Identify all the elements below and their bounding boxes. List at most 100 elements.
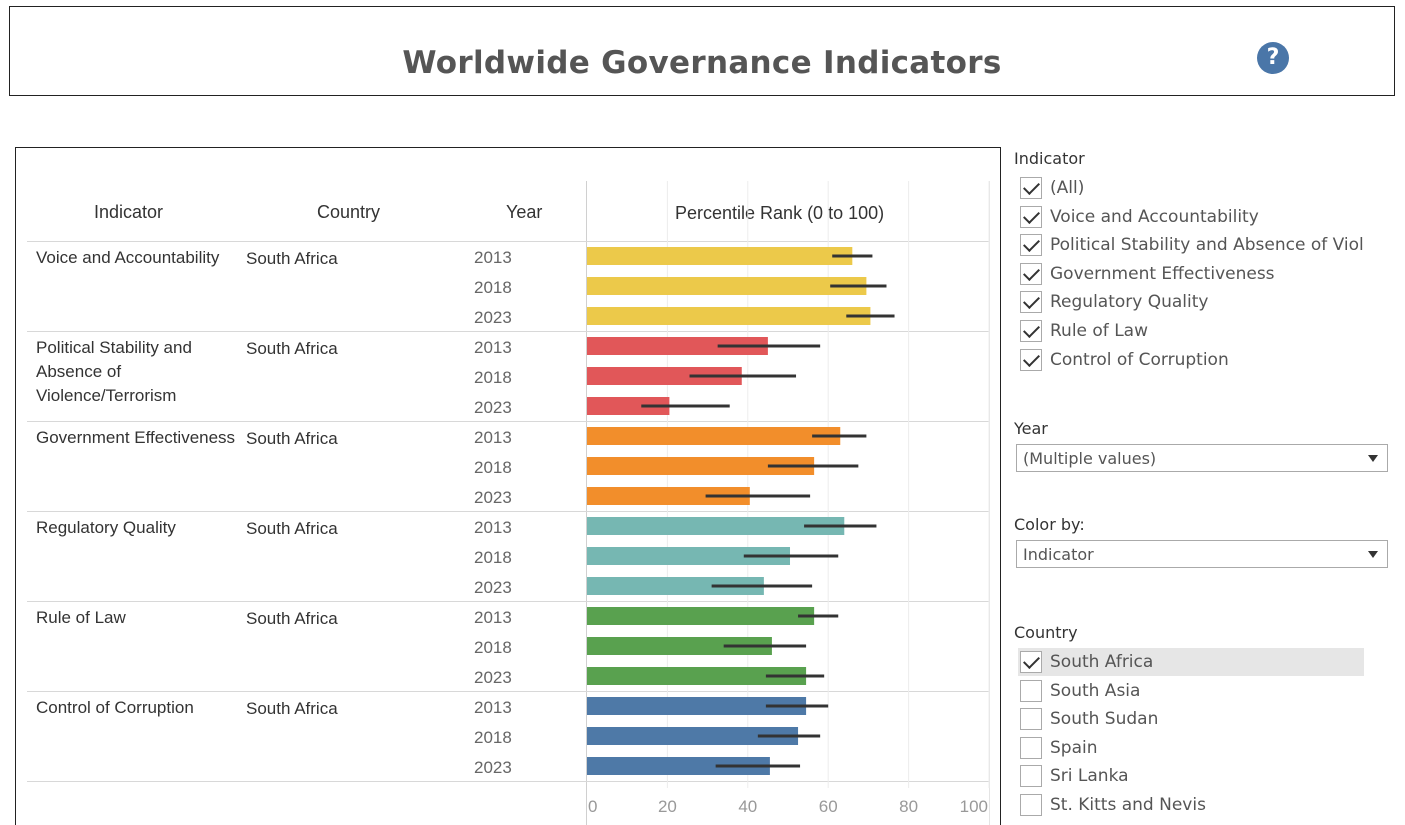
checkbox-checked-icon[interactable] xyxy=(1020,262,1042,285)
year-cell: 2013 xyxy=(474,608,512,627)
row-divider xyxy=(27,601,989,602)
checkbox-checked-icon[interactable] xyxy=(1020,320,1042,342)
bar xyxy=(587,727,799,745)
color-by-label: Color by: xyxy=(1014,515,1085,534)
bar xyxy=(587,637,772,655)
option-label: Rule of Law xyxy=(1050,321,1148,341)
bar xyxy=(587,367,742,385)
indicator-cell: Regulatory Quality xyxy=(36,518,176,537)
help-icon[interactable]: ? xyxy=(1257,42,1289,74)
viz-panel: Indicator Country Year Percentile Rank (… xyxy=(15,147,1001,825)
bar xyxy=(587,307,871,325)
row-divider xyxy=(27,511,989,512)
checkbox-icon[interactable] xyxy=(1020,794,1042,816)
country-cell: South Africa xyxy=(246,429,338,448)
indicator-option[interactable]: Rule of Law xyxy=(1018,317,1364,345)
bar xyxy=(587,397,670,415)
country-option[interactable]: South Africa xyxy=(1018,648,1364,676)
color-by-dropdown[interactable]: Indicator xyxy=(1016,540,1388,568)
checkbox-checked-icon[interactable] xyxy=(1020,651,1042,673)
col-header-indicator[interactable]: Indicator xyxy=(94,202,164,222)
year-cell: 2018 xyxy=(474,638,512,657)
indicator-cell: Rule of Law xyxy=(36,608,126,627)
x-tick-label: 80 xyxy=(899,797,918,816)
indicator-option[interactable]: Government Effectiveness xyxy=(1018,260,1364,288)
x-tick-label: 40 xyxy=(738,797,757,816)
year-cell: 2023 xyxy=(474,398,512,417)
option-label: Sri Lanka xyxy=(1050,766,1129,787)
country-cell: South Africa xyxy=(246,519,338,538)
country-cell: South Africa xyxy=(246,699,338,718)
year-dropdown[interactable]: (Multiple values) xyxy=(1016,444,1388,472)
option-label: South Asia xyxy=(1050,680,1141,701)
checkbox-checked-icon[interactable] xyxy=(1020,177,1042,199)
bar xyxy=(587,667,807,685)
chevron-down-icon xyxy=(1368,551,1378,558)
indicator-option[interactable]: Voice and Accountability xyxy=(1018,203,1364,231)
indicator-option[interactable]: Political Stability and Absence of Viol.… xyxy=(1018,231,1364,259)
country-filter-label: Country xyxy=(1014,623,1078,642)
year-cell: 2023 xyxy=(474,308,512,327)
header-bar: Worldwide Governance Indicators ? xyxy=(9,6,1395,96)
country-option[interactable]: Sri Lanka xyxy=(1018,762,1364,790)
option-label: Government Effectiveness xyxy=(1050,263,1275,284)
country-option[interactable]: Spain xyxy=(1018,734,1364,762)
checkbox-icon[interactable] xyxy=(1020,736,1042,759)
col-header-year[interactable]: Year xyxy=(506,202,543,222)
chart-bars xyxy=(587,247,871,775)
country-option[interactable]: South Sudan xyxy=(1018,705,1364,733)
checkbox-icon[interactable] xyxy=(1020,708,1042,731)
chart-title[interactable]: Percentile Rank (0 to 100) xyxy=(675,203,885,223)
bar xyxy=(587,577,764,595)
chart-left-divider xyxy=(586,181,587,825)
year-filter-label: Year xyxy=(1014,419,1048,438)
year-cell: 2018 xyxy=(474,728,512,747)
row-divider xyxy=(27,691,989,692)
indicator-option[interactable]: (All) xyxy=(1018,174,1364,202)
year-cell: 2023 xyxy=(474,488,512,507)
country-option[interactable]: South Asia xyxy=(1018,677,1364,705)
option-label: Spain xyxy=(1050,737,1098,758)
indicator-cell: Political Stability and Absence of Viole… xyxy=(36,338,192,405)
year-cell: 2018 xyxy=(474,368,512,387)
year-cell: 2013 xyxy=(474,428,512,447)
year-cell: 2018 xyxy=(474,278,512,297)
chart-grid xyxy=(666,181,990,788)
checkbox-checked-icon[interactable] xyxy=(1020,205,1042,228)
indicator-option[interactable]: Regulatory Quality xyxy=(1018,288,1364,316)
bar xyxy=(587,337,768,355)
year-cell: 2013 xyxy=(474,518,512,537)
year-cell: 2013 xyxy=(474,338,512,357)
checkbox-checked-icon[interactable] xyxy=(1020,291,1042,314)
checkbox-icon[interactable] xyxy=(1020,679,1042,702)
row-divider xyxy=(27,241,989,242)
checkbox-checked-icon[interactable] xyxy=(1020,234,1042,257)
indicator-option[interactable]: Control of Corruption xyxy=(1018,346,1364,374)
col-header-country[interactable]: Country xyxy=(317,202,381,222)
bar xyxy=(587,277,867,295)
option-label: Control of Corruption xyxy=(1050,349,1229,370)
checkbox-icon[interactable] xyxy=(1020,765,1042,788)
option-label: Voice and Accountability xyxy=(1050,206,1259,227)
country-option[interactable]: St. Kitts and Nevis xyxy=(1018,791,1364,819)
bar xyxy=(587,517,845,535)
option-label: Regulatory Quality xyxy=(1050,292,1209,313)
chevron-down-icon xyxy=(1368,455,1378,462)
row-divider xyxy=(27,781,989,782)
indicator-cell: Government Effectiveness xyxy=(36,428,236,447)
year-dropdown-value: (Multiple values) xyxy=(1023,449,1157,468)
filter-panel: Indicator (All) Voice and Accountability P… xyxy=(1014,148,1394,825)
bar xyxy=(587,457,815,475)
checkbox-checked-icon[interactable] xyxy=(1020,348,1042,371)
year-cell: 2023 xyxy=(474,668,512,687)
indicator-cell: Control of Corruption xyxy=(36,698,194,717)
page-title: Worldwide Governance Indicators xyxy=(402,45,1002,81)
year-cell: 2018 xyxy=(474,458,512,477)
bar xyxy=(587,487,750,505)
year-cell: 2018 xyxy=(474,548,512,567)
bar xyxy=(587,757,770,775)
bar xyxy=(587,247,853,265)
x-tick-label: 0 xyxy=(588,797,597,816)
bar xyxy=(587,607,815,625)
x-tick-label: 60 xyxy=(819,797,838,816)
